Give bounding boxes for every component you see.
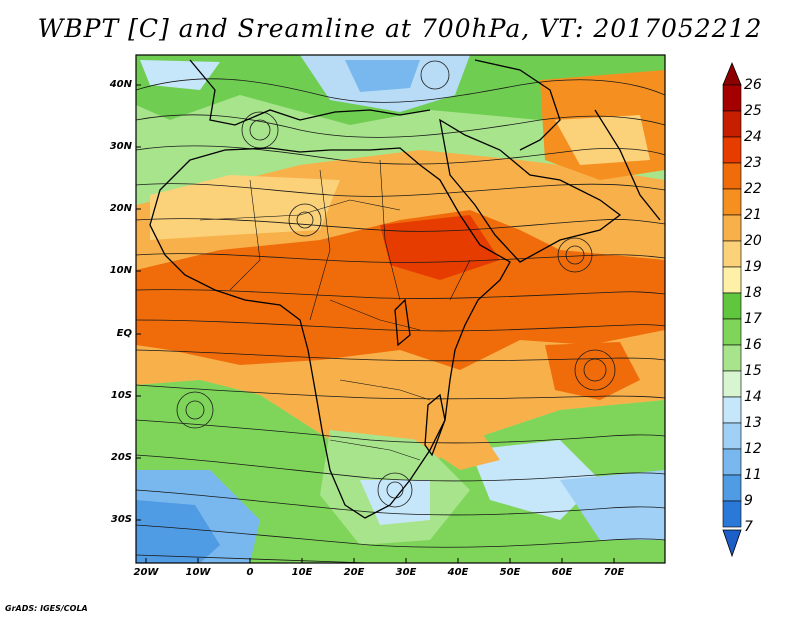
- colorbar-label: 22: [744, 181, 762, 197]
- lat-label-40n: 40N: [109, 79, 132, 90]
- colorbar-label: 12: [744, 441, 762, 457]
- colorbar-swatch: [722, 448, 742, 476]
- colorbar-swatch: [722, 422, 742, 450]
- coastlines: [149, 59, 661, 519]
- colorbar-swatch: [722, 318, 742, 346]
- colorbar-swatch: [722, 500, 742, 528]
- colorbar-swatch: [722, 136, 742, 164]
- colorbar-swatch: [722, 162, 742, 190]
- lon-label-30e: 30E: [395, 567, 417, 578]
- lat-label-30n: 30N: [109, 141, 132, 152]
- colorbar-swatch: [722, 370, 742, 398]
- colorbar-label: 16: [744, 337, 762, 353]
- grads-credit: GrADS: IGES/COLA: [5, 604, 88, 613]
- colorbar-label: 25: [744, 103, 762, 119]
- lat-label-30s: 30S: [110, 514, 132, 525]
- map-frame: [135, 54, 666, 564]
- lat-label-20s: 20S: [110, 452, 132, 463]
- colorbar-label: 7: [744, 519, 753, 535]
- colorbar-label: 24: [744, 129, 762, 145]
- colorbar-label: 21: [744, 207, 762, 223]
- colorbar-label: 9: [744, 493, 753, 509]
- colorbar-swatch: [722, 344, 742, 372]
- map-ticks: [136, 84, 615, 563]
- colorbar-label: 14: [744, 389, 762, 405]
- colorbar-swatch: [722, 110, 742, 138]
- wbpt-hot-band: [136, 210, 665, 370]
- lon-label-60e: 60E: [551, 567, 573, 578]
- colorbar-swatch: [722, 396, 742, 424]
- lat-label-10n: 10N: [109, 265, 132, 276]
- lon-label-10w: 10W: [185, 567, 211, 578]
- map-plot: [136, 55, 665, 563]
- map-title: WBPT [C] and Sreamline at 700hPa, VT: 20…: [37, 14, 763, 43]
- colorbar-swatch: [722, 240, 742, 268]
- colorbar-label: 23: [744, 155, 762, 171]
- colorbar-swatch: [722, 188, 742, 216]
- lat-label-eq: EQ: [116, 328, 132, 339]
- colorbar-label: 15: [744, 363, 762, 379]
- lon-label-20e: 20E: [343, 567, 365, 578]
- country-borders: [199, 159, 471, 461]
- colorbar-label: 18: [744, 285, 762, 301]
- lon-label-20w: 20W: [133, 567, 159, 578]
- colorbar-label: 19: [744, 259, 762, 275]
- colorbar-label: 26: [744, 77, 762, 93]
- colorbar-boxes: [722, 84, 742, 528]
- colorbar-swatch: [722, 474, 742, 502]
- lat-label-20n: 20N: [109, 203, 132, 214]
- streamlines: [136, 60, 665, 563]
- lon-label-70e: 70E: [603, 567, 625, 578]
- colorbar-bottom-triangle: [722, 529, 742, 558]
- colorbar-swatch: [722, 292, 742, 320]
- colorbar-label: 20: [744, 233, 762, 249]
- lat-label-10s: 10S: [110, 390, 132, 401]
- lon-label-10e: 10E: [291, 567, 313, 578]
- lon-label-50e: 50E: [499, 567, 521, 578]
- colorbar-top-triangle: [722, 61, 742, 86]
- colorbar-label: 17: [744, 311, 762, 327]
- colorbar: [722, 61, 742, 558]
- colorbar-label: 11: [744, 467, 762, 483]
- colorbar-label: 13: [744, 415, 762, 431]
- colorbar-swatch: [722, 214, 742, 242]
- colorbar-swatch: [722, 266, 742, 294]
- lon-label-40e: 40E: [447, 567, 469, 578]
- colorbar-swatch: [722, 84, 742, 112]
- lon-label-0: 0: [246, 567, 254, 578]
